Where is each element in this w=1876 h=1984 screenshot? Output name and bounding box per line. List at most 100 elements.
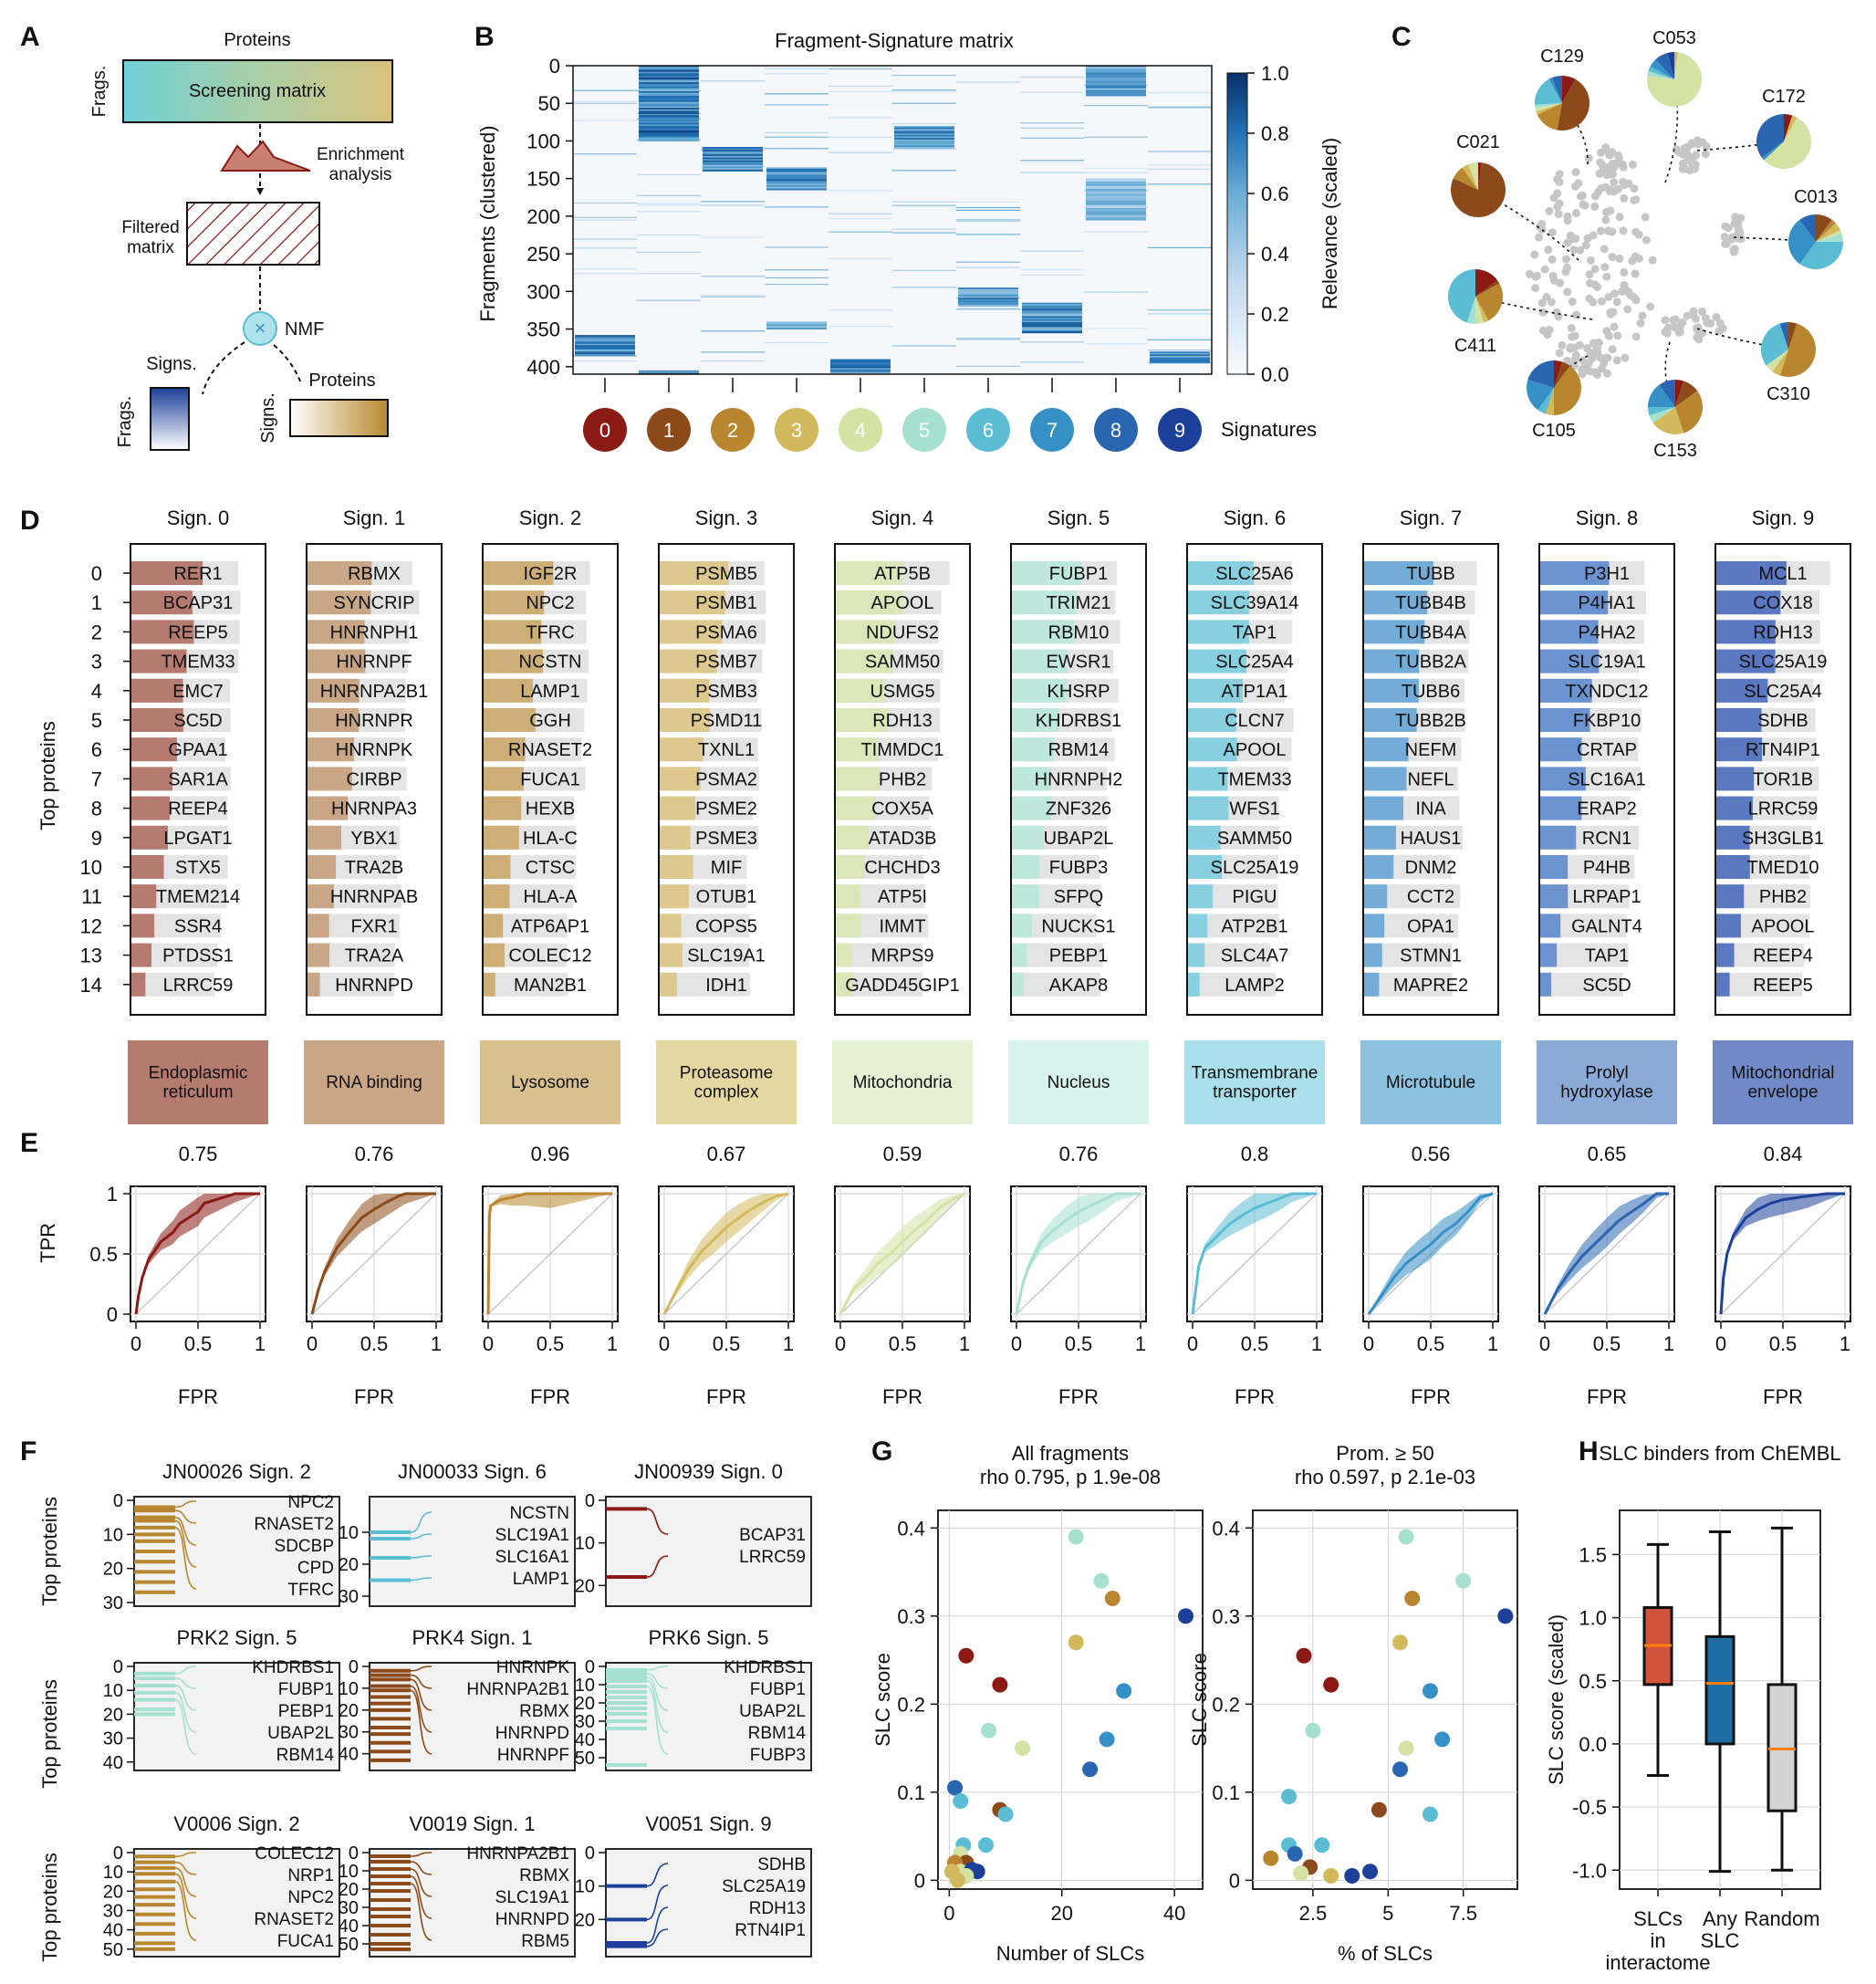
screening-proteins-label: Proteins xyxy=(224,30,290,50)
colorbar-tick-label: 0.0 xyxy=(1261,363,1289,386)
heatmap-cell-block xyxy=(1086,66,1146,68)
heatmap-cell-block xyxy=(575,335,635,338)
protein-bar xyxy=(307,972,320,997)
text-line: Mitochondrial xyxy=(1732,1064,1835,1083)
pie-slice xyxy=(1545,388,1554,415)
g-scatter-point xyxy=(1287,1845,1303,1862)
f-connector xyxy=(410,1685,433,1733)
heatmap-faint-row xyxy=(701,360,765,362)
embedding-point xyxy=(1706,318,1715,328)
protein-bar xyxy=(307,796,349,820)
f-protein-label: FUBP3 xyxy=(750,1746,806,1765)
pie-slice xyxy=(1799,214,1816,242)
heatmap-faint-row xyxy=(701,330,765,332)
embedding-point xyxy=(1592,370,1601,379)
f-protein-label: RBM14 xyxy=(276,1746,335,1765)
f-protein-label: FUBP1 xyxy=(750,1680,806,1699)
heatmap-faint-row xyxy=(573,101,637,103)
f-protein-label: RNASET2 xyxy=(254,1910,334,1929)
heatmap-cell-block xyxy=(575,343,635,346)
heatmap-faint-row xyxy=(701,296,765,298)
panel-c-cluster-map: C129 C053 C172 C021 C013 C411 C310 C105 C153 xyxy=(1448,28,1843,461)
g-x-tick-label: 2.5 xyxy=(1299,1902,1328,1925)
pie-slice xyxy=(1527,360,1554,388)
roc-x-tick-label: 0.5 xyxy=(537,1332,565,1355)
protein-bar xyxy=(1363,972,1380,997)
heatmap-cell-block xyxy=(639,85,699,88)
embedding-point xyxy=(1612,298,1621,307)
heatmap-cell-block xyxy=(1086,67,1146,69)
category-box-4 xyxy=(832,1040,973,1124)
embedding-point xyxy=(1694,323,1703,332)
protein-bar xyxy=(835,825,870,850)
protein-bar xyxy=(659,943,683,967)
f-title-7: V0019 Sign. 1 xyxy=(409,1812,535,1835)
pie-slice xyxy=(1466,297,1475,324)
protein-bar xyxy=(1715,884,1745,909)
pie-slice xyxy=(1764,117,1812,170)
heatmap-cell-block xyxy=(1022,318,1082,320)
heatmap-cell-block xyxy=(639,83,699,86)
embedding-point xyxy=(1575,340,1584,350)
f-y-tick-label: 40 xyxy=(103,1921,123,1941)
protein-bar xyxy=(1187,590,1249,615)
panel-label-f: F xyxy=(20,1436,36,1467)
heatmap-cell-block xyxy=(639,68,699,71)
screening-frags-label: Frags. xyxy=(89,66,109,118)
protein-name: SLC25A4 xyxy=(1215,653,1294,673)
heatmap-cell-block xyxy=(1086,211,1146,214)
heatmap-cell-block xyxy=(894,127,954,130)
protein-name: RCN1 xyxy=(1582,829,1631,849)
protein-name: NUCKS1 xyxy=(1041,916,1115,936)
protein-name: STX5 xyxy=(175,858,221,878)
f-title-2: JN00939 Sign. 0 xyxy=(634,1460,783,1483)
heatmap-faint-row xyxy=(829,309,892,311)
g-scatter-point xyxy=(953,1792,969,1809)
heatmap-cell-block xyxy=(639,73,699,76)
protein-bar xyxy=(1715,590,1781,615)
pie-slice xyxy=(1779,323,1817,378)
heatmap-cell-block xyxy=(766,324,827,327)
heatmap-cell-block xyxy=(766,326,827,329)
heatmap-cell-block xyxy=(703,159,763,162)
heatmap-cell-block xyxy=(894,136,954,139)
protein-bar xyxy=(483,825,519,850)
protein-name: PSME3 xyxy=(695,829,757,849)
heatmap-cell-block xyxy=(1086,200,1146,204)
heatmap-cell-block xyxy=(575,345,635,348)
heatmap-cell-block xyxy=(1086,208,1146,211)
embedding-point xyxy=(1537,219,1547,228)
g-y-tick-label: 0.3 xyxy=(897,1605,925,1628)
embedding-point xyxy=(1555,349,1564,358)
signature-badge-label: 7 xyxy=(1047,419,1058,442)
pie-slice xyxy=(1475,297,1489,323)
protein-name: HAUS1 xyxy=(1401,829,1462,849)
roc-xlabel: FPR xyxy=(1763,1385,1803,1408)
heatmap-y-tick-label: 150 xyxy=(526,168,560,191)
f-connector xyxy=(410,1689,433,1755)
protein-name: PSME2 xyxy=(695,799,757,820)
pie-slice xyxy=(1766,350,1788,372)
embedding-point xyxy=(1558,340,1567,350)
f-y-tick-label: 20 xyxy=(575,1910,595,1930)
h-ylabel: SLC score (scaled) xyxy=(1545,1614,1568,1785)
embedding-point xyxy=(1590,192,1600,201)
heatmap-faint-row xyxy=(1020,361,1084,363)
f-y-tick-label: 30 xyxy=(339,1898,359,1918)
f-protein-label: SLC25A19 xyxy=(722,1877,806,1896)
heatmap-cell-block xyxy=(1150,354,1210,357)
heatmap-faint-row xyxy=(1020,274,1084,276)
pie-slice xyxy=(1647,70,1674,79)
embedding-point xyxy=(1549,193,1558,203)
h-y-tick-label: 0.0 xyxy=(1579,1733,1607,1756)
f-connector xyxy=(174,1873,197,1919)
protein-name: TXNDC12 xyxy=(1565,682,1648,702)
protein-name: NDUFS2 xyxy=(866,622,939,642)
protein-name: CLCN7 xyxy=(1225,711,1285,731)
f-connector xyxy=(646,1906,669,1944)
embedding-point xyxy=(1646,302,1655,311)
heatmap-faint-row xyxy=(956,338,1020,339)
pie-slice xyxy=(1799,242,1843,269)
heatmap-faint-row xyxy=(892,89,956,91)
h-signs-label: Signs. xyxy=(258,392,278,444)
